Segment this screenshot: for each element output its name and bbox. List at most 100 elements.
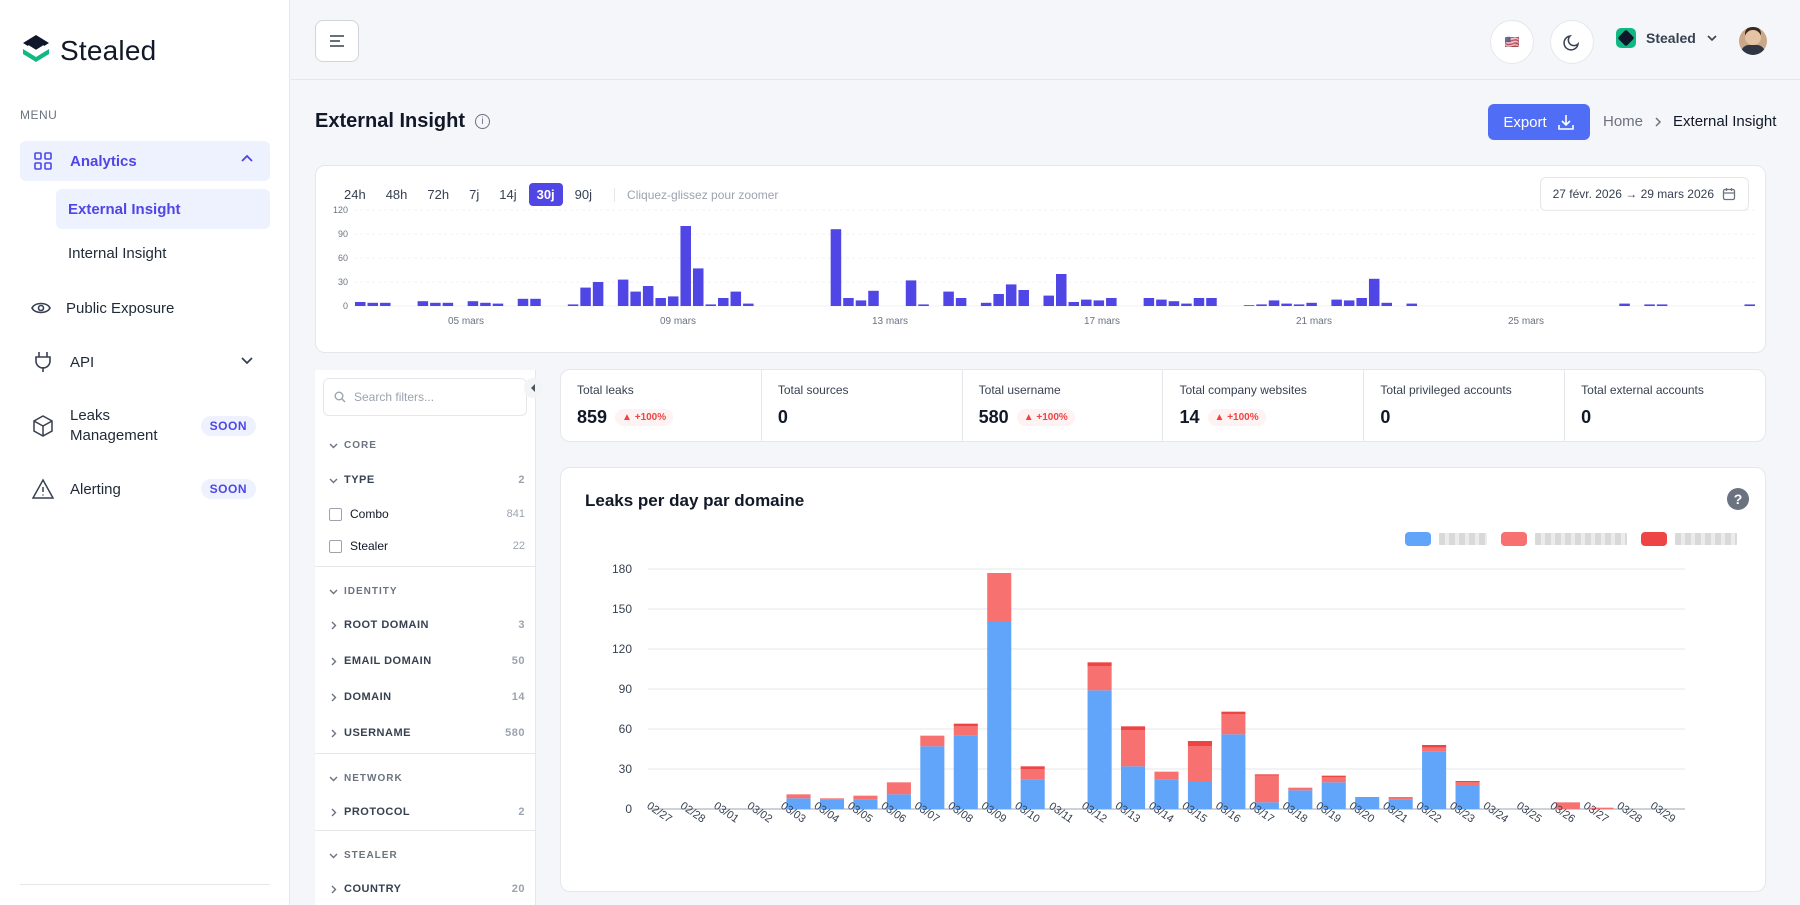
bar-segment[interactable] [1254,802,1279,809]
export-button[interactable]: Export [1488,104,1590,140]
bar-segment[interactable] [1020,779,1045,809]
legend-swatch[interactable] [1641,532,1667,546]
bar-segment[interactable] [920,746,945,809]
bar-segment[interactable] [853,795,878,800]
nav-api[interactable]: API [20,350,270,374]
filter-section-network[interactable]: NETWORK [329,773,403,784]
filter-country[interactable]: COUNTRY 20 [329,883,525,895]
bar-segment[interactable] [886,782,911,795]
filter-type[interactable]: TYPE 2 [329,474,525,486]
filter-option-stealer[interactable]: Stealer 22 [329,539,525,553]
bar-segment[interactable] [1154,771,1179,780]
legend-swatch[interactable] [1405,532,1431,546]
subnav-external-insight[interactable]: External Insight [56,189,270,229]
bar-segment[interactable] [1087,666,1112,691]
filter-option-combo[interactable]: Combo 841 [329,507,525,521]
bar-segment[interactable] [1087,662,1112,667]
help-icon[interactable]: ? [1727,488,1749,510]
bar-segment[interactable] [1221,714,1246,735]
bar-segment[interactable] [1087,690,1112,809]
filter-search-input[interactable]: Search filters... [323,378,527,416]
filter-username[interactable]: USERNAME 580 [329,727,525,739]
bar-segment[interactable] [1555,802,1580,809]
bar-segment[interactable] [1187,741,1212,747]
bar-segment[interactable] [1388,799,1413,809]
bar-segment[interactable] [786,798,811,809]
bar-segment[interactable] [1455,781,1480,783]
page-title: External Insight i [315,110,491,133]
bar-segment[interactable] [987,621,1012,809]
bar-segment[interactable] [1589,807,1614,809]
bar-segment[interactable] [853,799,878,809]
checkbox[interactable] [329,539,342,553]
nav-alerting[interactable]: Alerting SOON [20,476,270,502]
bar-segment[interactable] [1020,766,1045,769]
filter-protocol[interactable]: PROTOCOL 2 [329,806,525,818]
nav-leaks-management[interactable]: Leaks Management SOON [20,404,270,448]
org-switcher[interactable]: Stealed [1616,28,1718,48]
breadcrumb-home[interactable]: Home [1603,113,1644,130]
bar-segment[interactable] [1321,775,1346,777]
nav-analytics[interactable]: Analytics [20,141,270,181]
range-14j[interactable]: 14j [499,187,517,202]
user-avatar[interactable] [1739,27,1767,55]
bar-segment[interactable] [1455,782,1480,785]
nav-public-exposure[interactable]: Public Exposure [20,296,270,320]
subnav-internal-insight[interactable]: Internal Insight [68,244,167,262]
filter-section-stealer[interactable]: STEALER [329,850,398,861]
bar-segment[interactable] [1422,747,1447,752]
filter-section-identity[interactable]: IDENTITY [329,586,398,597]
range-48h[interactable]: 48h [385,187,408,202]
bar-segment[interactable] [1455,785,1480,809]
filter-domain[interactable]: DOMAIN 14 [329,691,525,703]
option-label: Combo [350,507,389,521]
bar-segment[interactable] [1187,746,1212,781]
bar-segment[interactable] [920,735,945,747]
range-72h[interactable]: 72h [427,187,450,202]
bar-segment[interactable] [1388,797,1413,800]
bar-segment[interactable] [1221,734,1246,809]
bar-segment[interactable] [1321,782,1346,809]
range-90j[interactable]: 90j [574,187,593,202]
bar-segment[interactable] [1121,726,1146,731]
collapse-filters-button[interactable] [524,378,542,398]
timeline-chart[interactable]: 0 30 60 90 120 05 mars 09 mars 13 mars 17 mars 21… [316,206,1765,346]
bar-segment[interactable] [1020,769,1045,780]
filter-section-core[interactable]: CORE [329,440,377,451]
bar-segment[interactable] [953,723,978,727]
bar-segment[interactable] [1422,751,1447,809]
bar-segment[interactable] [1121,766,1146,809]
filter-root-domain[interactable]: ROOT DOMAIN 3 [329,619,525,631]
bar-segment[interactable] [819,799,845,809]
bar-segment[interactable] [987,573,1012,621]
bar-segment[interactable] [819,798,845,800]
bar-segment[interactable] [1422,745,1447,748]
brand-logo[interactable]: Stealed [22,34,156,68]
bar-segment[interactable] [1288,790,1313,809]
bar-segment[interactable] [1187,781,1212,809]
bar-segment[interactable] [1321,777,1346,783]
bar-segment[interactable] [953,735,978,809]
range-24h[interactable]: 24h [344,187,366,202]
theme-toggle-button[interactable] [1550,20,1594,64]
bar-segment[interactable] [886,794,911,809]
bar-segment[interactable] [953,726,978,736]
info-icon[interactable]: i [475,114,491,129]
legend-swatch[interactable] [1501,532,1527,546]
filter-email-domain[interactable]: EMAIL DOMAIN 50 [329,655,525,667]
bar-segment[interactable] [1288,787,1313,791]
bar-segment[interactable] [786,794,811,799]
menu-toggle-button[interactable] [315,20,359,62]
bar-segment[interactable] [1121,730,1146,767]
bar-segment[interactable] [1254,775,1279,803]
bar-segment[interactable] [1254,774,1279,776]
range-30j[interactable]: 30j [528,183,563,206]
bar-segment[interactable] [1221,711,1246,715]
language-button[interactable]: 🇺🇸 [1490,20,1534,64]
checkbox[interactable] [329,507,342,521]
range-7j[interactable]: 7j [469,187,480,202]
bar-segment[interactable] [1355,797,1380,809]
sidebar-divider [20,884,270,885]
bar-segment[interactable] [1154,779,1179,809]
